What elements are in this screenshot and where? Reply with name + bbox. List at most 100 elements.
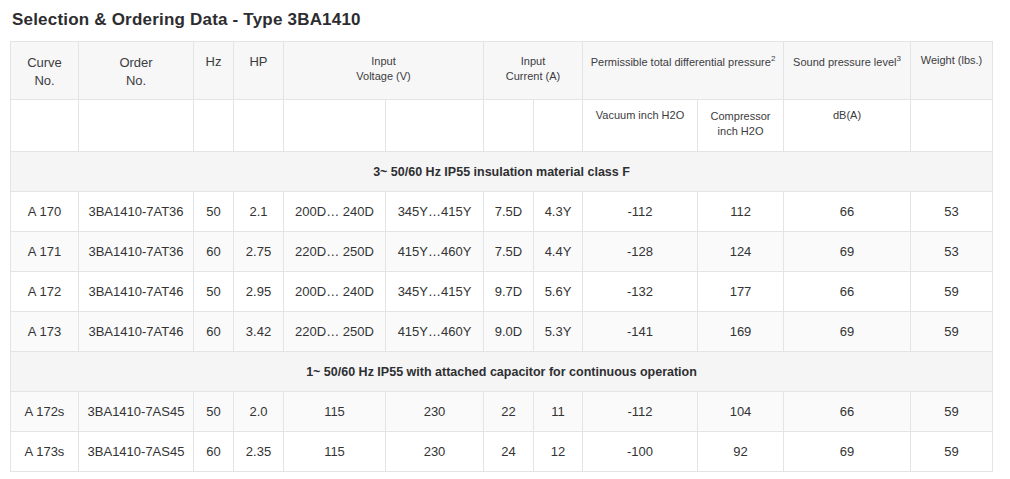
col-subheader-compressor: Compressor inch H2O — [698, 100, 784, 152]
empty-header-cell — [194, 100, 234, 152]
col-header-sound-level: Sound pressure level3 — [784, 42, 911, 100]
col-header-hp: HP — [234, 42, 284, 100]
table-row: A 171 3BA1410-7AT36 60 2.75 220D… 250D 4… — [11, 232, 993, 272]
cell-voltage-1: 220D… 250D — [284, 312, 386, 352]
cell-current-1: 7.5D — [484, 232, 534, 272]
cell-hp: 2.35 — [234, 432, 284, 472]
empty-header-cell — [11, 100, 79, 152]
cell-current-2: 4.3Y — [534, 192, 583, 232]
cell-current-2: 5.3Y — [534, 312, 583, 352]
cell-curve-no: A 173 — [11, 312, 79, 352]
cell-order-no: 3BA1410-7AS45 — [79, 392, 194, 432]
cell-dba: 66 — [784, 392, 911, 432]
col-header-hz: Hz — [194, 42, 234, 100]
cell-hz: 50 — [194, 392, 234, 432]
cell-hz: 60 — [194, 232, 234, 272]
empty-header-cell — [234, 100, 284, 152]
page-title: Selection & Ordering Data - Type 3BA1410 — [12, 10, 992, 30]
cell-vacuum: -112 — [583, 392, 698, 432]
col-header-curve-no: Curve No. — [11, 42, 79, 100]
selection-ordering-table: Curve No. Order No. Hz HP Input Voltage … — [10, 41, 993, 472]
cell-vacuum: -112 — [583, 192, 698, 232]
col-header-order-no: Order No. — [79, 42, 194, 100]
cell-compressor: 177 — [698, 272, 784, 312]
cell-curve-no: A 172s — [11, 392, 79, 432]
cell-weight: 59 — [911, 312, 993, 352]
cell-vacuum: -141 — [583, 312, 698, 352]
cell-order-no: 3BA1410-7AT36 — [79, 192, 194, 232]
cell-voltage-2: 345Y…415Y — [386, 192, 484, 232]
cell-compressor: 124 — [698, 232, 784, 272]
col-header-weight: Weight (lbs.) — [911, 42, 993, 100]
cell-voltage-2: 230 — [386, 432, 484, 472]
table-row: A 172s 3BA1410-7AS45 50 2.0 115 230 22 1… — [11, 392, 993, 432]
cell-current-1: 24 — [484, 432, 534, 472]
cell-current-2: 5.6Y — [534, 272, 583, 312]
sound-footnote-ref: 3 — [896, 54, 900, 63]
cell-curve-no: A 172 — [11, 272, 79, 312]
empty-header-cell — [284, 100, 386, 152]
cell-voltage-1: 200D… 240D — [284, 272, 386, 312]
col-header-sound-label: Sound pressure level — [793, 56, 896, 68]
cell-current-2: 12 — [534, 432, 583, 472]
cell-voltage-1: 220D… 250D — [284, 232, 386, 272]
empty-header-cell — [534, 100, 583, 152]
cell-voltage-2: 345Y…415Y — [386, 272, 484, 312]
col-header-pressure: Permissible total differential pressure2 — [583, 42, 784, 100]
section-heading: 3~ 50/60 Hz IP55 insulation material cla… — [11, 152, 993, 192]
cell-current-2: 11 — [534, 392, 583, 432]
cell-weight: 59 — [911, 432, 993, 472]
cell-weight: 53 — [911, 192, 993, 232]
cell-vacuum: -128 — [583, 232, 698, 272]
cell-hz: 50 — [194, 272, 234, 312]
cell-compressor: 112 — [698, 192, 784, 232]
cell-hp: 2.1 — [234, 192, 284, 232]
cell-hp: 2.95 — [234, 272, 284, 312]
cell-hz: 50 — [194, 192, 234, 232]
col-subheader-vacuum: Vacuum inch H2O — [583, 100, 698, 152]
table-row: A 172 3BA1410-7AT46 50 2.95 200D… 240D 3… — [11, 272, 993, 312]
cell-voltage-1: 115 — [284, 392, 386, 432]
cell-curve-no: A 171 — [11, 232, 79, 272]
cell-order-no: 3BA1410-7AS45 — [79, 432, 194, 472]
cell-hp: 2.0 — [234, 392, 284, 432]
cell-voltage-1: 200D… 240D — [284, 192, 386, 232]
empty-header-cell — [386, 100, 484, 152]
cell-dba: 69 — [784, 232, 911, 272]
cell-current-1: 7.5D — [484, 192, 534, 232]
pressure-footnote-ref: 2 — [771, 54, 775, 63]
cell-vacuum: -132 — [583, 272, 698, 312]
cell-current-1: 22 — [484, 392, 534, 432]
cell-compressor: 169 — [698, 312, 784, 352]
cell-compressor: 92 — [698, 432, 784, 472]
cell-voltage-2: 415Y…460Y — [386, 232, 484, 272]
cell-curve-no: A 173s — [11, 432, 79, 472]
cell-dba: 69 — [784, 312, 911, 352]
col-header-input-current: Input Current (A) — [484, 42, 583, 100]
header-row-2: Vacuum inch H2O Compressor inch H2O dB(A… — [11, 100, 993, 152]
cell-vacuum: -100 — [583, 432, 698, 472]
col-header-pressure-label: Permissible total differential pressure — [591, 56, 771, 68]
empty-header-cell — [79, 100, 194, 152]
section-heading: 1~ 50/60 Hz IP55 with attached capacitor… — [11, 352, 993, 392]
col-subheader-dba: dB(A) — [784, 100, 911, 152]
empty-header-cell — [484, 100, 534, 152]
cell-voltage-2: 415Y…460Y — [386, 312, 484, 352]
table-row: A 173 3BA1410-7AT46 60 3.42 220D… 250D 4… — [11, 312, 993, 352]
cell-weight: 53 — [911, 232, 993, 272]
cell-dba: 66 — [784, 272, 911, 312]
cell-curve-no: A 170 — [11, 192, 79, 232]
cell-dba: 69 — [784, 432, 911, 472]
empty-header-cell — [911, 100, 993, 152]
cell-voltage-2: 230 — [386, 392, 484, 432]
cell-weight: 59 — [911, 392, 993, 432]
table-row: A 173s 3BA1410-7AS45 60 2.35 115 230 24 … — [11, 432, 993, 472]
page: Selection & Ordering Data - Type 3BA1410… — [0, 0, 1010, 479]
col-header-input-voltage: Input Voltage (V) — [284, 42, 484, 100]
section-heading-row-3phase: 3~ 50/60 Hz IP55 insulation material cla… — [11, 152, 993, 192]
header-row-1: Curve No. Order No. Hz HP Input Voltage … — [11, 42, 993, 100]
cell-current-1: 9.0D — [484, 312, 534, 352]
cell-hp: 3.42 — [234, 312, 284, 352]
section-heading-row-1phase: 1~ 50/60 Hz IP55 with attached capacitor… — [11, 352, 993, 392]
cell-hp: 2.75 — [234, 232, 284, 272]
